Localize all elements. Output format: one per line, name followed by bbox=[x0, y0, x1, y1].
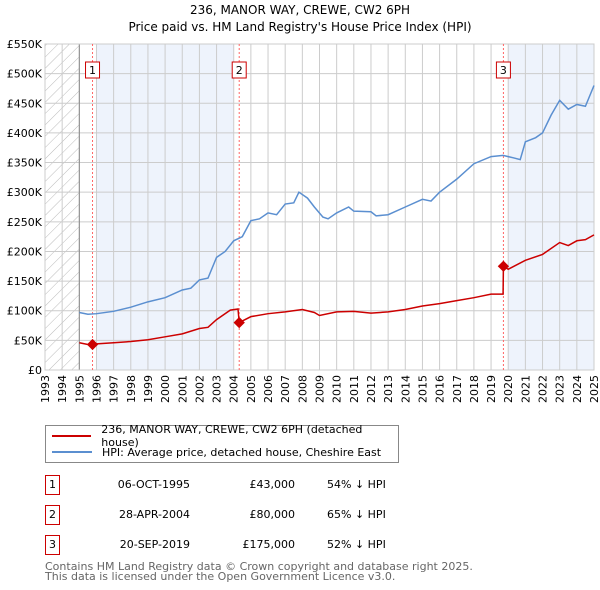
x-tick-label: 2017 bbox=[451, 375, 464, 403]
legend-swatch bbox=[52, 451, 92, 453]
transaction-row: 1 06-OCT-1995 £43,000 54% ↓ HPI bbox=[45, 475, 465, 495]
price-chart: 1993 1994 1995 1996 1997 1998 1999 2000 2001 2002… bbox=[7, 38, 600, 403]
shaded-range bbox=[508, 44, 594, 370]
y-tick-label: £300K bbox=[7, 186, 43, 199]
x-tick-label: 1998 bbox=[125, 375, 138, 403]
transaction-date: 06-OCT-1995 bbox=[117, 478, 190, 491]
x-tick-label: 2013 bbox=[382, 375, 395, 403]
legend-label: 236, MANOR WAY, CREWE, CW2 6PH (detached… bbox=[101, 423, 363, 449]
hpi-line bbox=[79, 85, 595, 316]
y-tick-label: £50K bbox=[14, 334, 43, 347]
x-tick-label: 2018 bbox=[468, 375, 481, 403]
y-tick-label: £500K bbox=[7, 68, 43, 81]
sale-label-box bbox=[495, 61, 511, 79]
chart-title: 236, MANOR WAY, CREWE, CW2 6PH bbox=[189, 3, 411, 17]
footer-copyright: Contains HM Land Registry data © Crown c… bbox=[45, 560, 473, 573]
x-tick-label: 2020 bbox=[502, 375, 515, 403]
x-tick-label: 2011 bbox=[348, 375, 361, 403]
x-tick-label: 1995 bbox=[73, 375, 86, 403]
x-tick-label: 2008 bbox=[296, 375, 309, 403]
y-tick-label: £150K bbox=[7, 275, 43, 288]
x-tick-label: 1996 bbox=[90, 375, 103, 403]
transaction-row: 2 28-APR-2004 £80,000 65% ↓ HPI bbox=[45, 505, 465, 525]
sale-point bbox=[233, 316, 245, 329]
x-tick-label: 2025 bbox=[588, 375, 600, 403]
y-tick-label: £450K bbox=[7, 97, 43, 110]
x-tick-label: 2022 bbox=[537, 375, 550, 403]
x-tick-label: 2021 bbox=[519, 375, 532, 403]
x-tick-label: 2000 bbox=[159, 375, 172, 403]
x-tick-label: 2003 bbox=[211, 375, 224, 403]
x-tick-label: 2023 bbox=[554, 375, 567, 403]
x-tick-label: 2004 bbox=[228, 375, 241, 403]
transaction-row: 3 20-SEP-2019 £175,000 52% ↓ HPI bbox=[45, 535, 465, 555]
y-tick-label: £400K bbox=[7, 127, 43, 140]
x-tick-label: 1994 bbox=[56, 375, 69, 403]
x-tick-label: 2002 bbox=[193, 375, 206, 403]
sale-label: 1 bbox=[89, 64, 96, 77]
x-tick-label: 2024 bbox=[571, 375, 584, 403]
transaction-hpi: 65% ↓ HPI bbox=[327, 508, 386, 521]
x-tick-label: 2016 bbox=[434, 375, 447, 403]
y-tick-label: £550K bbox=[7, 38, 43, 51]
transaction-date: 28-APR-2004 bbox=[118, 508, 190, 521]
x-tick-label: 2015 bbox=[416, 375, 429, 403]
sale-label-box bbox=[85, 61, 101, 79]
y-tick-label: £350K bbox=[7, 157, 43, 170]
transaction-price: £80,000 bbox=[249, 508, 296, 521]
sale-point bbox=[497, 260, 510, 272]
transaction-price: £43,000 bbox=[249, 478, 296, 491]
y-tick-label: £200K bbox=[7, 245, 43, 258]
x-tick-label: 1999 bbox=[142, 375, 155, 403]
plot-border bbox=[44, 43, 595, 371]
x-tick-label: 2005 bbox=[245, 375, 258, 403]
legend-item-hpi: HPI: Average price, detached house, Ches… bbox=[46, 444, 381, 460]
x-tick-label: 2009 bbox=[314, 375, 327, 403]
legend: 236, MANOR WAY, CREWE, CW2 6PH (detached… bbox=[45, 423, 399, 463]
x-tick-label: 2001 bbox=[176, 375, 189, 403]
x-tick-label: 2019 bbox=[485, 375, 498, 403]
sale-label-box bbox=[231, 61, 247, 79]
x-tick-label: 2010 bbox=[331, 375, 344, 403]
y-tick-label: £250K bbox=[7, 216, 43, 229]
y-tick-label: £100K bbox=[7, 305, 43, 318]
x-tick-label: 2012 bbox=[365, 375, 378, 403]
sale-label: 2 bbox=[236, 64, 243, 77]
transaction-number: 2 bbox=[45, 505, 60, 525]
property-price-line bbox=[79, 234, 595, 346]
x-tick-label: 2007 bbox=[279, 375, 292, 403]
x-tick-label: 2014 bbox=[399, 375, 412, 403]
footer-licence: This data is licensed under the Open Gov… bbox=[45, 570, 396, 583]
legend-label: HPI: Average price, detached house, Ches… bbox=[102, 445, 382, 459]
transaction-number: 3 bbox=[45, 535, 60, 555]
transaction-price: £175,000 bbox=[242, 538, 296, 551]
x-tick-label: 1997 bbox=[108, 375, 121, 403]
transaction-number: 1 bbox=[45, 475, 60, 495]
legend-swatch bbox=[52, 435, 92, 437]
y-tick-label: £0 bbox=[28, 364, 42, 377]
legend-item-property: 236, MANOR WAY, CREWE, CW2 6PH (detached… bbox=[46, 423, 398, 449]
x-tick-label: 2006 bbox=[262, 375, 275, 403]
chart-subtitle: Price paid vs. HM Land Registry's House … bbox=[128, 20, 472, 34]
transaction-date: 20-SEP-2019 bbox=[119, 538, 190, 551]
transaction-hpi: 54% ↓ HPI bbox=[327, 478, 386, 491]
sale-label: 3 bbox=[500, 64, 507, 77]
x-tick-label: 1993 bbox=[39, 375, 52, 403]
transaction-hpi: 52% ↓ HPI bbox=[327, 538, 386, 551]
